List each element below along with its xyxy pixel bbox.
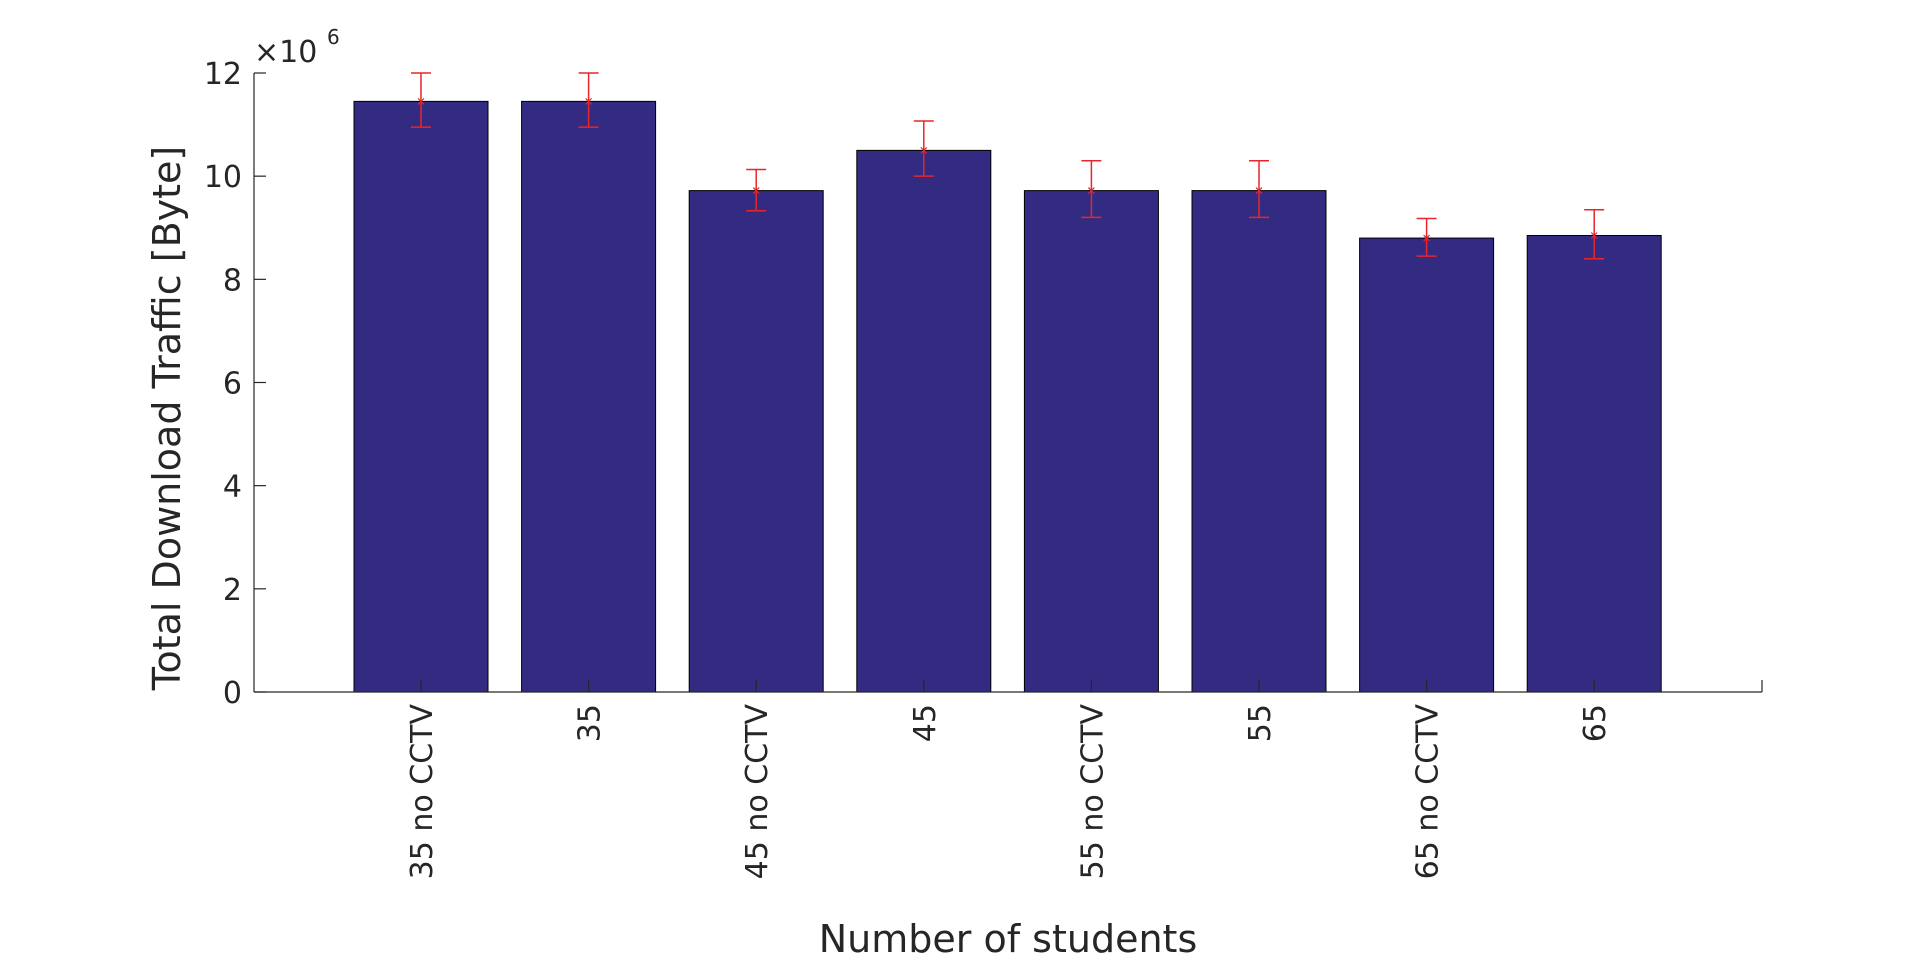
x-tick-label-0: 35 no CCTV <box>405 704 440 880</box>
bar-7 <box>1526 234 1662 693</box>
x-tick-label-5: 55 <box>1243 704 1278 742</box>
bar-1 <box>521 100 657 693</box>
y-tick-label-2: 4 <box>223 470 242 505</box>
mean-marker-7 <box>1590 232 1598 239</box>
x-tick-label-4: 55 no CCTV <box>1075 704 1110 880</box>
y-tick-label-1: 2 <box>223 573 242 608</box>
x-tick-group: 35 no CCTV 35 45 no CCTV 45 55 no CCTV 55 65 n… <box>405 680 1613 879</box>
bar-4 <box>1023 190 1159 693</box>
bar-0 <box>353 100 489 693</box>
y-tick-label-0: 0 <box>223 676 242 711</box>
x-tick-label-6: 65 no CCTV <box>1411 704 1446 880</box>
y-tick-label-4: 8 <box>223 263 242 298</box>
x-axis-title: Number of students <box>819 917 1198 961</box>
bar-6 <box>1359 237 1495 693</box>
y-tick-label-5: 10 <box>204 160 242 195</box>
y-tick-label-3: 6 <box>223 367 242 402</box>
bars-group <box>353 100 1662 693</box>
y-exponent-label: ×10 <box>254 35 317 70</box>
mean-marker-0 <box>417 97 425 105</box>
x-tick-label-7: 65 <box>1578 704 1613 742</box>
bar-2 <box>688 190 824 693</box>
mean-marker-6 <box>1423 234 1431 242</box>
x-tick-label-1: 35 <box>573 704 608 742</box>
x-tick-label-3: 45 <box>908 704 943 742</box>
bar-3 <box>856 149 992 693</box>
mean-marker-3 <box>920 146 928 154</box>
mean-marker-4 <box>1087 187 1095 195</box>
y-axis-title: Total Download Traffic [Byte] <box>145 146 189 692</box>
mean-marker-2 <box>752 187 760 195</box>
x-tick-label-2: 45 no CCTV <box>740 704 775 880</box>
y-exponent-superscript: 6 <box>327 25 340 49</box>
y-tick-group: 0 2 4 6 8 10 12 <box>204 57 266 711</box>
mean-marker-5 <box>1255 187 1263 195</box>
error-bars-group <box>411 72 1605 260</box>
bar-5 <box>1191 190 1327 693</box>
mean-marker-1 <box>585 97 593 105</box>
y-tick-label-6: 12 <box>204 57 242 92</box>
